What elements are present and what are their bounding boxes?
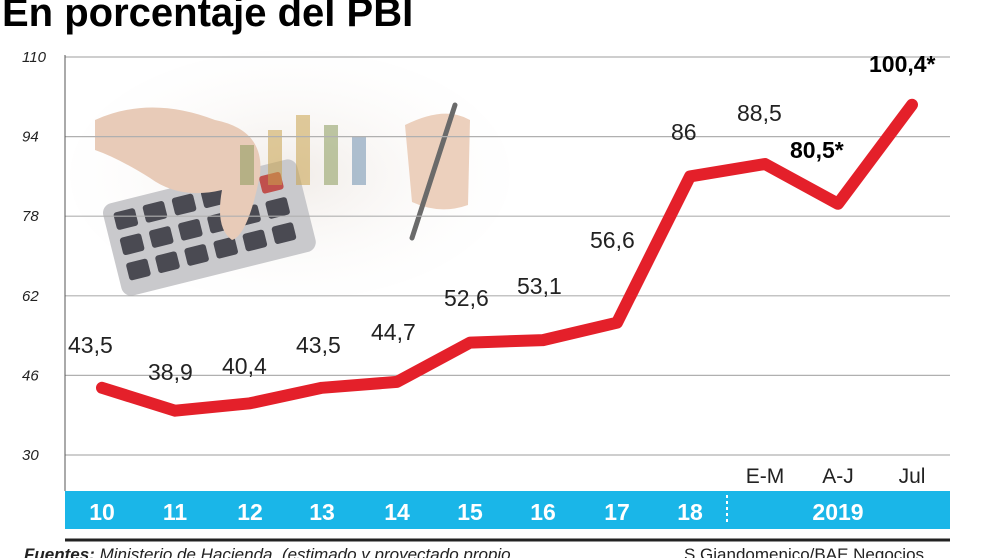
x-tick-label: 10	[89, 499, 115, 525]
data-labels: 43,5 38,9 40,4 43,5 44,7 52,6 53,1 56,6 86 88,5 80…	[68, 51, 936, 385]
data-label: 43,5	[296, 332, 341, 358]
x-tick-label: 16	[530, 499, 556, 525]
data-label: 56,6	[590, 227, 635, 253]
x-subcategory-label: E-M	[746, 465, 785, 488]
x-subcategory-label: Jul	[899, 465, 926, 488]
y-axis-ticks: 110 94 78 62 46 30	[22, 49, 47, 464]
calculator-illustration	[70, 50, 510, 300]
x-tick-label: 13	[309, 499, 335, 525]
x-tick-label: 17	[604, 499, 630, 525]
x-tick-label: 14	[384, 499, 410, 525]
chart-title: En porcentaje del PBI	[2, 0, 414, 35]
data-label: 38,9	[148, 359, 193, 385]
data-label: 100,4*	[869, 51, 936, 77]
y-tick-label: 46	[22, 367, 39, 384]
data-label: 88,5	[737, 100, 782, 126]
y-tick-label: 94	[22, 129, 39, 146]
x-tick-label: 15	[457, 499, 483, 525]
data-label: 43,5	[68, 332, 113, 358]
series-line-group	[96, 98, 918, 417]
x-tick-label: 18	[677, 499, 703, 525]
data-label: 80,5*	[790, 137, 844, 163]
x-subcategory-label: A-J	[822, 465, 854, 488]
month-range-labels: E-M A-J Jul	[746, 465, 926, 488]
footer-source-label: Fuentes:	[24, 545, 95, 558]
year-axis-bar: 10 11 12 13 14 15 16 17 18 2019	[65, 491, 950, 542]
footer: Fuentes: Ministerio de Hacienda, (estima…	[24, 545, 954, 558]
data-label: 53,1	[517, 273, 562, 299]
series-line	[96, 98, 918, 417]
y-tick-label: 62	[22, 288, 39, 305]
data-label: 86	[671, 119, 697, 145]
year-bar-background	[65, 491, 950, 529]
chart-grid	[64, 55, 950, 491]
line-chart: 110 94 78 62 46 30 43,5 38,9 40,4 43,5 44,7 52,6 53…	[22, 49, 950, 542]
y-tick-label: 110	[22, 49, 47, 66]
y-tick-label: 30	[22, 447, 39, 464]
footer-credit: S.Giandomenico/BAE Negocios	[684, 545, 925, 558]
data-label: 52,6	[444, 285, 489, 311]
x-tick-label: 11	[163, 499, 188, 525]
data-label: 44,7	[371, 319, 416, 345]
data-label: 40,4	[222, 353, 267, 379]
y-tick-label: 78	[22, 208, 39, 225]
x-tick-label: 12	[237, 499, 263, 525]
footer-source-text: Ministerio de Hacienda, (estimado y proy…	[99, 545, 511, 558]
paper-bars-icon	[240, 115, 366, 185]
x-tick-label: 2019	[812, 499, 863, 525]
